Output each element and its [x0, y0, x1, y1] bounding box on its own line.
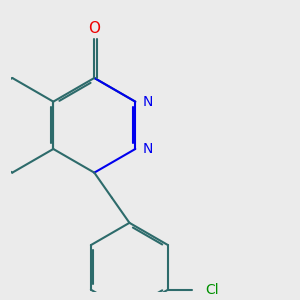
Text: N: N: [142, 94, 153, 109]
Text: O: O: [88, 22, 100, 37]
Text: N: N: [142, 142, 153, 156]
Text: Cl: Cl: [205, 283, 219, 297]
